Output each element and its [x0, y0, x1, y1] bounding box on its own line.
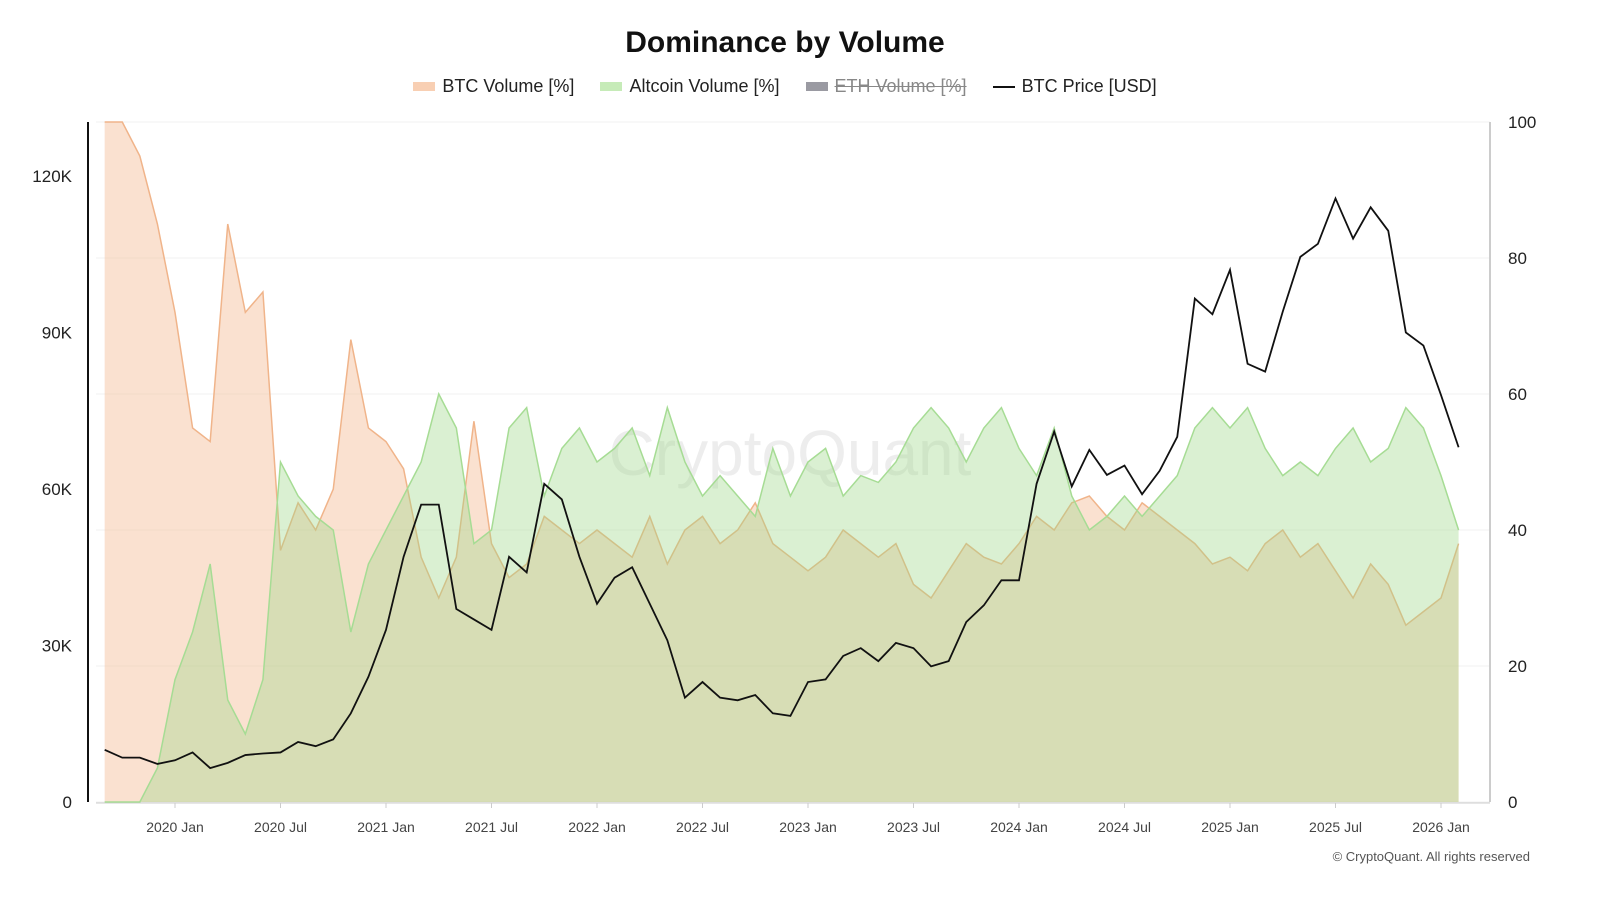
- legend-item-eth-volume[interactable]: ETH Volume [%]: [805, 76, 967, 97]
- right-tick-label: 0: [1508, 793, 1517, 812]
- legend-swatch: [600, 82, 623, 91]
- x-tick-label: 2023 Jul: [887, 819, 940, 835]
- left-tick-label: 0: [63, 793, 72, 812]
- copyright: © CryptoQuant. All rights reserved: [1332, 849, 1530, 864]
- chart-title: Dominance by Volume: [625, 26, 945, 59]
- legend-swatch: [413, 82, 436, 91]
- x-tick-label: 2022 Jul: [676, 819, 729, 835]
- line-btc-volume: [104, 121, 1460, 627]
- line-btc-price: [104, 196, 1460, 770]
- left-tick-label: 120K: [32, 167, 72, 186]
- right-tick-label: 40: [1508, 521, 1527, 540]
- x-tick-label: 2021 Jan: [357, 819, 415, 835]
- legend-label: BTC Price [USD]: [1021, 76, 1157, 96]
- legend-item-altcoin-volume[interactable]: Altcoin Volume [%]: [600, 76, 780, 97]
- x-tick-label: 2024 Jan: [990, 819, 1048, 835]
- area-btc-volume: [104, 122, 1459, 802]
- x-tick-label: 2021 Jul: [465, 819, 518, 835]
- left-tick-label: 90K: [42, 324, 73, 343]
- legend-label: BTC Volume [%]: [442, 76, 575, 96]
- legend-item-btc-price[interactable]: BTC Price [USD]: [992, 76, 1157, 97]
- legend: BTC Volume [%] Altcoin Volume [%] ETH Vo…: [0, 76, 1570, 97]
- legend-swatch: [805, 82, 828, 91]
- right-tick-label: 60: [1508, 385, 1527, 404]
- x-tick-label: 2025 Jul: [1309, 819, 1362, 835]
- area-altcoin-volume: [104, 394, 1459, 802]
- legend-swatch: [992, 85, 1015, 88]
- x-tick-label: 2020 Jan: [146, 819, 204, 835]
- line-altcoin-volume: [104, 391, 1460, 803]
- left-tick-label: 30K: [42, 637, 73, 656]
- legend-item-btc-volume[interactable]: BTC Volume [%]: [413, 76, 574, 97]
- x-tick-label: 2024 Jul: [1098, 819, 1151, 835]
- x-tick-label: 2023 Jan: [779, 819, 837, 835]
- legend-label: Altcoin Volume [%]: [629, 76, 780, 96]
- right-tick-label: 100: [1508, 113, 1536, 132]
- watermark: CryptoQuant: [609, 417, 972, 489]
- x-tick-label: 2025 Jan: [1201, 819, 1259, 835]
- left-tick-label: 60K: [42, 480, 73, 499]
- right-tick-label: 80: [1508, 249, 1527, 268]
- x-tick-label: 2022 Jan: [568, 819, 626, 835]
- x-tick-label: 2026 Jan: [1412, 819, 1470, 835]
- legend-label: ETH Volume [%]: [834, 76, 967, 96]
- x-tick-label: 2020 Jul: [254, 819, 307, 835]
- right-tick-label: 20: [1508, 657, 1527, 676]
